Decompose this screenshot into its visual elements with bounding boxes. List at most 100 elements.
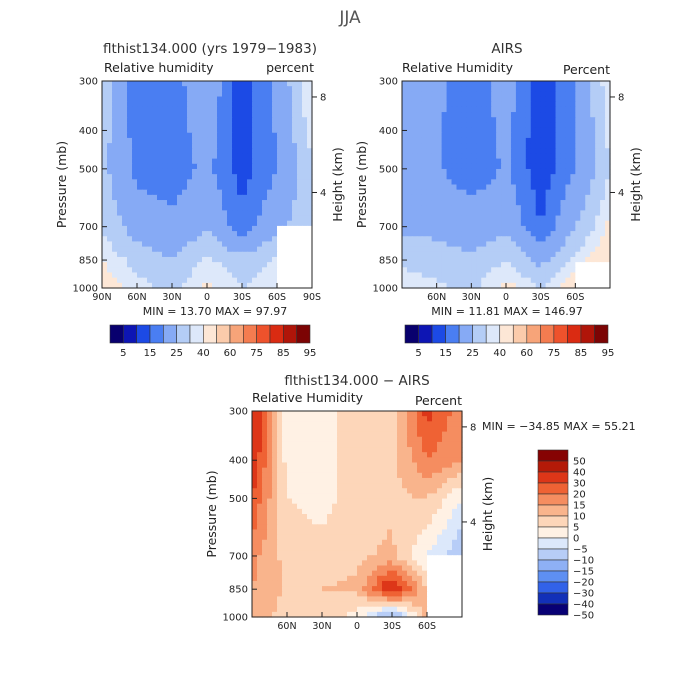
field-cell <box>247 251 253 258</box>
field-cell <box>452 452 458 458</box>
field-cell <box>452 477 458 484</box>
field-cell <box>491 101 497 108</box>
field-cell <box>545 81 552 87</box>
field-cell <box>267 591 273 597</box>
field-cell <box>515 158 522 165</box>
field-cell <box>297 591 303 597</box>
field-cell <box>232 194 238 201</box>
field-cell <box>431 282 438 289</box>
field-cell <box>252 421 258 428</box>
field-cell <box>501 106 507 113</box>
field-cell <box>570 106 576 113</box>
field-cell <box>147 225 153 232</box>
field-cell <box>217 246 223 253</box>
field-cell <box>157 122 163 129</box>
field-cell <box>292 447 298 453</box>
field-cell <box>122 231 128 237</box>
field-cell <box>167 262 173 268</box>
field-cell <box>451 96 458 103</box>
field-cell <box>402 236 408 243</box>
field-cell <box>342 550 348 556</box>
field-cell <box>152 148 158 155</box>
field-cell <box>436 153 443 160</box>
field-cell <box>447 431 453 438</box>
field-cell <box>167 231 173 237</box>
field-cell <box>142 117 148 123</box>
field-cell <box>287 508 293 515</box>
field-cell <box>456 225 463 232</box>
field-cell <box>292 246 298 253</box>
height-axis-label: Height (km) <box>330 147 345 221</box>
field-cell <box>466 96 472 103</box>
field-cell <box>540 205 547 211</box>
field-cell <box>565 231 571 237</box>
field-cell <box>117 205 123 211</box>
field-cell <box>372 514 378 520</box>
field-cell <box>257 106 263 113</box>
field-cell <box>411 262 418 268</box>
field-cell <box>476 225 482 232</box>
field-cell <box>540 231 547 237</box>
field-cell <box>412 457 418 464</box>
field-cell <box>232 143 238 149</box>
field-cell <box>407 524 413 531</box>
field-cell <box>436 137 443 144</box>
field-cell <box>257 272 263 279</box>
field-cell <box>595 194 601 201</box>
field-cell <box>302 168 308 175</box>
field-cell <box>332 565 338 572</box>
field-cell <box>282 555 288 561</box>
field-cell <box>137 210 143 217</box>
field-cell <box>357 493 363 500</box>
field-cell <box>127 282 133 289</box>
field-cell <box>417 570 423 577</box>
field-cell <box>262 421 268 428</box>
field-cell <box>382 477 388 484</box>
field-cell <box>530 282 537 289</box>
field-cell <box>182 256 188 263</box>
field-cell <box>362 565 368 572</box>
field-cell <box>302 127 308 134</box>
field-cell <box>307 591 313 597</box>
field-cell <box>590 91 596 98</box>
field-cell <box>277 498 283 505</box>
field-cell <box>496 225 502 232</box>
field-cell <box>212 231 218 237</box>
field-cell <box>342 565 348 572</box>
field-cell <box>217 163 223 170</box>
field-cell <box>461 220 467 227</box>
field-cell <box>157 101 163 108</box>
field-cell <box>525 148 532 155</box>
field-cell <box>287 112 293 118</box>
field-cell <box>590 262 596 268</box>
field-cell <box>580 236 586 243</box>
field-cell <box>447 447 453 453</box>
field-cell <box>262 539 268 546</box>
field-cell <box>297 477 303 484</box>
field-cell <box>441 132 448 139</box>
field-cell <box>267 493 273 500</box>
field-cell <box>267 112 273 118</box>
field-cell <box>392 555 398 561</box>
field-cell <box>605 86 611 92</box>
field-cell <box>102 153 108 160</box>
field-cell <box>560 96 567 103</box>
field-cell <box>252 477 258 484</box>
field-cell <box>362 534 368 541</box>
field-cell <box>227 272 233 279</box>
field-cell <box>262 246 268 253</box>
field-cell <box>520 205 527 211</box>
field-cell <box>416 158 423 165</box>
field-cell <box>451 267 458 274</box>
field-cell <box>501 189 507 196</box>
field-cell <box>177 158 183 165</box>
field-cell <box>397 534 403 541</box>
field-cell <box>202 101 208 108</box>
field-cell <box>272 508 278 515</box>
field-cell <box>162 267 168 274</box>
field-cell <box>297 596 303 603</box>
field-cell <box>322 488 328 494</box>
field-cell <box>337 431 343 438</box>
field-cell <box>481 277 487 284</box>
field-cell <box>332 544 338 551</box>
